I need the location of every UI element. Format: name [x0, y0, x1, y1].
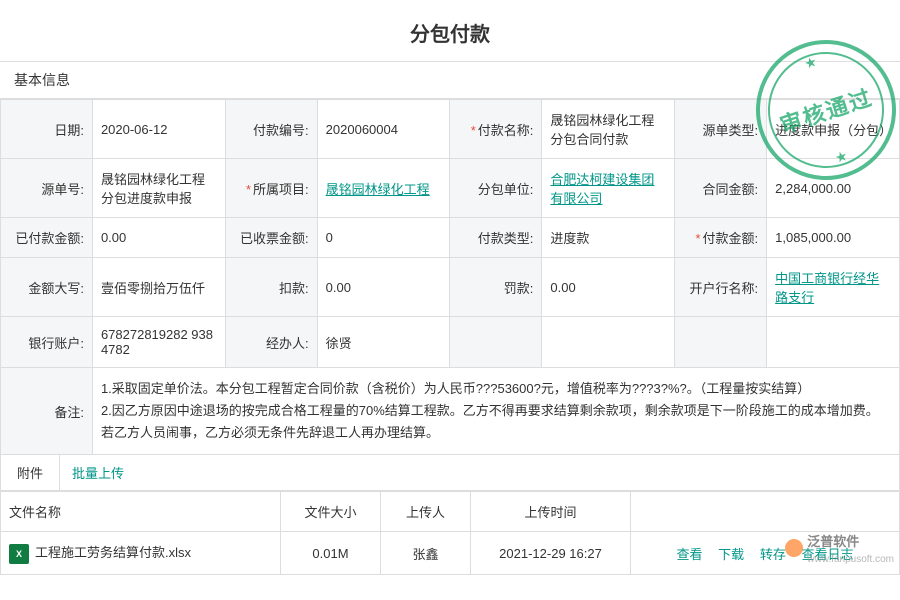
- value-pay-name: 晟铭园林绿化工程分包合同付款: [542, 100, 675, 159]
- col-actions: [631, 492, 900, 532]
- label-src-no: 源单号:: [1, 159, 93, 218]
- file-size-cell: 0.01M: [281, 532, 381, 575]
- value-bank-acct: 678272819282 9384782: [92, 317, 225, 368]
- xlsx-icon: X: [9, 544, 29, 564]
- empty-value-2: [767, 317, 900, 368]
- col-filename: 文件名称: [1, 492, 281, 532]
- value-src-no: 晟铭园林绿化工程分包进度款申报: [92, 159, 225, 218]
- value-deduct: 0.00: [317, 258, 450, 317]
- file-actions-cell: 查看 下载 转存 查看日志: [631, 532, 900, 575]
- label-src-type: 源单类型:: [675, 100, 767, 159]
- label-penalty: 罚款:: [450, 258, 542, 317]
- empty-label-2: [675, 317, 767, 368]
- col-filesize: 文件大小: [281, 492, 381, 532]
- label-amt-cn: 金额大写:: [1, 258, 93, 317]
- value-contract-amt: 2,284,000.00: [767, 159, 900, 218]
- label-invoiced-amt: 已收票金额:: [225, 218, 317, 258]
- label-paid-amt: 已付款金额:: [1, 218, 93, 258]
- label-deduct: 扣款:: [225, 258, 317, 317]
- view-link[interactable]: 查看: [677, 547, 703, 562]
- label-pay-type: 付款类型:: [450, 218, 542, 258]
- label-bank-name: 开户行名称:: [675, 258, 767, 317]
- attachment-table: 文件名称 文件大小 上传人 上传时间 X工程施工劳务结算付款.xlsx 0.01…: [0, 491, 900, 575]
- value-pay-type: 进度款: [542, 218, 675, 258]
- col-uploadtime: 上传时间: [471, 492, 631, 532]
- label-bank-acct: 银行账户:: [1, 317, 93, 368]
- label-remarks: 备注:: [1, 368, 93, 455]
- basic-info-table: 日期: 2020-06-12 付款编号: 2020060004 *付款名称: 晟…: [0, 99, 900, 455]
- value-pay-amt: 1,085,000.00: [767, 218, 900, 258]
- file-time-cell: 2021-12-29 16:27: [471, 532, 631, 575]
- value-handler: 徐贤: [317, 317, 450, 368]
- section-basic-info: 基本信息: [0, 61, 900, 99]
- label-contract-amt: 合同金额:: [675, 159, 767, 218]
- value-invoiced-amt: 0: [317, 218, 450, 258]
- value-amt-cn: 壹佰零捌拾万伍仟: [92, 258, 225, 317]
- tab-attachment[interactable]: 附件: [1, 455, 60, 490]
- label-sub-unit: 分包单位:: [450, 159, 542, 218]
- page-title: 分包付款: [0, 0, 900, 61]
- empty-label-1: [450, 317, 542, 368]
- log-link[interactable]: 查看日志: [801, 547, 853, 562]
- value-date: 2020-06-12: [92, 100, 225, 159]
- file-name-cell: X工程施工劳务结算付款.xlsx: [1, 532, 281, 575]
- label-project: *所属项目:: [225, 159, 317, 218]
- value-pay-no: 2020060004: [317, 100, 450, 159]
- value-project[interactable]: 晟铭园林绿化工程: [317, 159, 450, 218]
- value-src-type: 进度款申报（分包）: [767, 100, 900, 159]
- transfer-link[interactable]: 转存: [760, 547, 786, 562]
- value-penalty: 0.00: [542, 258, 675, 317]
- value-remarks: 1.采取固定单价法。本分包工程暂定合同价款（含税价）为人民币???53600?元…: [92, 368, 899, 455]
- label-pay-amt: *付款金额:: [675, 218, 767, 258]
- value-paid-amt: 0.00: [92, 218, 225, 258]
- label-handler: 经办人:: [225, 317, 317, 368]
- attachment-header: 附件 批量上传: [0, 455, 900, 491]
- file-row: X工程施工劳务结算付款.xlsx 0.01M 张鑫 2021-12-29 16:…: [1, 532, 900, 575]
- bulk-upload-link[interactable]: 批量上传: [60, 455, 136, 490]
- col-uploader: 上传人: [381, 492, 471, 532]
- empty-value-1: [542, 317, 675, 368]
- download-link[interactable]: 下载: [718, 547, 744, 562]
- label-pay-no: 付款编号:: [225, 100, 317, 159]
- label-date: 日期:: [1, 100, 93, 159]
- value-sub-unit[interactable]: 合肥达柯建设集团有限公司: [542, 159, 675, 218]
- file-uploader-cell: 张鑫: [381, 532, 471, 575]
- value-bank-name[interactable]: 中国工商银行经华路支行: [767, 258, 900, 317]
- label-pay-name: *付款名称:: [450, 100, 542, 159]
